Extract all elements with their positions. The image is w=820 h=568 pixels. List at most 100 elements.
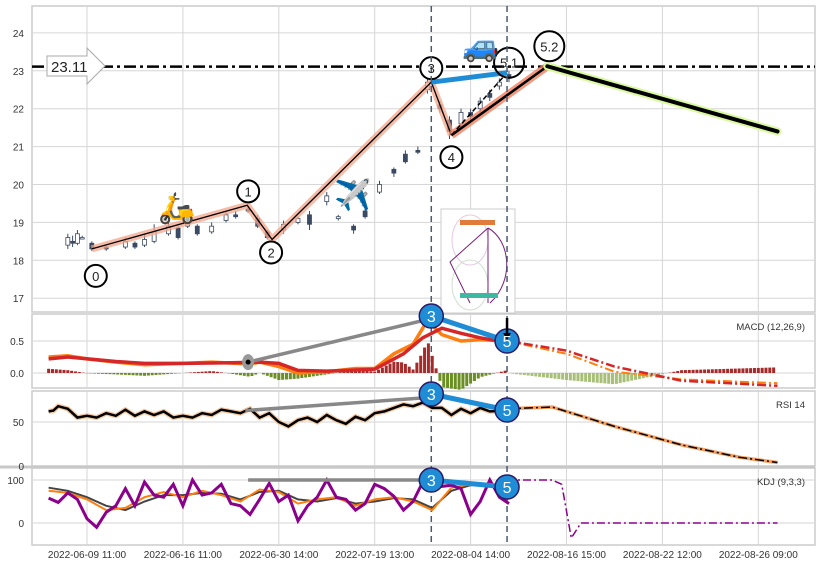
candle-body [391, 168, 397, 174]
macd-histogram-bar [304, 373, 308, 378]
macd-histogram-bar [231, 373, 235, 375]
macd-histogram-bar [292, 373, 296, 379]
macd-histogram-bar [588, 373, 592, 383]
macd-histogram-bar [116, 373, 120, 375]
macd-histogram-bar [572, 373, 576, 381]
wave-label: 2 [267, 245, 274, 260]
wave-label-circle [259, 240, 284, 265]
macd-histogram-bar [488, 373, 492, 375]
wave-5-line [450, 65, 549, 137]
price-panel-frame [31, 5, 816, 313]
macd-histogram-bar [288, 373, 292, 380]
macd-histogram-bar [162, 373, 166, 375]
candle-body [132, 242, 138, 248]
candle-body [194, 225, 200, 235]
price-y-tick-label: 21 [13, 143, 25, 154]
macd-histogram-bar [614, 373, 618, 384]
macd-histogram-bar [626, 373, 630, 382]
macd-histogram-bar [338, 372, 342, 373]
rsi-label: RSI 14 [776, 400, 805, 411]
macd-y-tick-label: 0.5 [10, 337, 24, 348]
macd-histogram-bar [465, 373, 469, 387]
macd-histogram-bar [557, 373, 561, 380]
macd-histogram-bar [511, 373, 515, 374]
macd-histogram-bar [242, 373, 246, 376]
macd-histogram-bar [250, 373, 254, 377]
candle-body [415, 149, 421, 153]
wave-3-marker-label: 3 [427, 473, 436, 490]
macd-histogram-bar [331, 373, 335, 374]
macd-histogram-bar [120, 373, 124, 375]
candle-body [175, 227, 181, 238]
wave-3-5-connector [430, 313, 508, 344]
macd-histogram-bar [591, 373, 595, 383]
wave-label-circle [439, 145, 464, 170]
candle-body [233, 214, 239, 218]
macd-histogram-bar [683, 370, 687, 373]
wave-5-marker-label: 5 [503, 403, 512, 420]
macd-histogram-bar [461, 373, 465, 389]
wave-label: 5.1 [500, 56, 518, 71]
candle-body [307, 214, 312, 225]
macd-histogram-bar [169, 373, 173, 374]
macd-histogram-bar [135, 373, 139, 376]
macd-histogram-bar [726, 368, 730, 373]
macd-histogram-bar [565, 373, 568, 381]
macd-histogram-bar [384, 365, 388, 373]
macd-histogram-bar [446, 373, 450, 388]
wave-3-marker [418, 467, 445, 493]
macd-histogram-bar [518, 373, 522, 375]
macd-histogram-bar [154, 373, 158, 375]
macd-histogram-bar [530, 373, 534, 376]
candle-body [70, 240, 76, 244]
macd-histogram-bar [484, 373, 488, 376]
macd-histogram-bar [423, 347, 427, 373]
macd-histogram-bar [411, 369, 415, 373]
macd-histogram-bar [369, 371, 373, 373]
macd-histogram-bar [373, 371, 377, 373]
wave-label: 1 [245, 184, 252, 199]
x-tick-label: 2022-06-16 11:00 [144, 550, 223, 561]
macd-histogram-bar [70, 370, 74, 373]
macd-histogram-bar [710, 369, 714, 373]
macd-histogram-bar [772, 367, 776, 373]
candle-body [335, 216, 341, 220]
macd-histogram-bar [714, 369, 718, 373]
macd-histogram-bar [365, 370, 369, 373]
macd-histogram-bar [541, 373, 545, 378]
macd-histogram-bar [158, 373, 162, 375]
macd-histogram-bar [97, 373, 101, 374]
macd-signal-line [48, 326, 508, 373]
rsi-forecast-line [506, 406, 778, 464]
macd-histogram-bar [112, 373, 116, 375]
macd-histogram-bar [200, 371, 204, 373]
kdj-y-tick-label: 100 [7, 476, 24, 487]
macd-histogram-bar [760, 367, 764, 373]
wave-label: 5.2 [540, 39, 558, 54]
macd-histogram-bar [296, 373, 300, 379]
macd-histogram-bar [438, 373, 442, 381]
wave-3-marker [418, 381, 445, 407]
macd-histogram-bar [419, 355, 423, 373]
macd-histogram-bar [672, 371, 676, 373]
macd-histogram-bar [315, 373, 319, 376]
macd-histogram-bar [756, 367, 760, 373]
macd-histogram-bar [568, 373, 572, 381]
kdj-k-line [48, 483, 510, 512]
candle-body [496, 81, 502, 87]
wave-5-1-line [450, 72, 508, 136]
macd-histogram-bar [396, 362, 400, 373]
candle-body [324, 195, 330, 202]
macd-histogram-bar [718, 369, 722, 373]
x-tick-label: 2022-06-09 11:00 [48, 550, 127, 561]
inset-band [460, 293, 498, 298]
car-icon: 🚙 [462, 30, 499, 64]
macd-histogram-bar [215, 371, 219, 373]
macd-histogram-bar [357, 370, 361, 373]
macd-histogram-bar [430, 355, 434, 373]
macd-histogram-bar [426, 343, 430, 373]
wave-label-circle [493, 46, 526, 79]
macd-histogram-bar [611, 373, 615, 385]
macd-histogram-bar [580, 373, 584, 382]
macd-histogram-bar [58, 369, 62, 373]
